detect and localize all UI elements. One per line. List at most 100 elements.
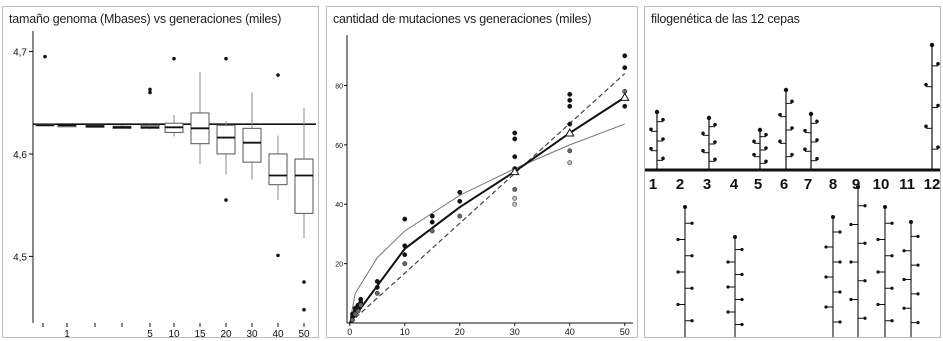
tree-node <box>863 279 867 283</box>
box-outlier <box>148 87 152 92</box>
strain-label: 11 <box>899 176 915 193</box>
x-tick-label: 15 <box>194 329 206 338</box>
data-point <box>358 296 364 302</box>
genome-size-panel: tamaño genoma (Mbases) vs generaciones (… <box>2 6 319 338</box>
tree-node <box>752 152 756 157</box>
tree-node <box>856 185 860 189</box>
tree-node <box>778 112 782 117</box>
data-point <box>457 189 463 195</box>
y-tick-label: 60 <box>335 143 343 150</box>
tree-node <box>902 277 906 282</box>
tree-node <box>849 260 853 264</box>
tree-node <box>726 310 730 314</box>
tree-node <box>883 205 887 209</box>
x-tick-label: 20 <box>455 327 465 337</box>
tree-node <box>713 157 717 162</box>
tree-node <box>690 254 694 258</box>
tree-node <box>824 305 828 309</box>
tree-node <box>690 286 694 290</box>
tree-node <box>838 260 842 264</box>
tree-node <box>733 235 737 239</box>
tree-node <box>849 297 853 302</box>
data-point <box>350 317 355 323</box>
tree-node <box>701 148 705 153</box>
fit-marker <box>619 92 630 101</box>
data-point <box>567 91 573 97</box>
data-point <box>567 160 573 166</box>
tree-node <box>916 263 920 267</box>
phylogeny-title: filogenética de las 12 cepas <box>651 12 800 26</box>
data-point <box>402 243 408 249</box>
tree-node <box>936 145 940 149</box>
mutations-title: cantidad de mutaciones vs generaciones (… <box>333 12 592 26</box>
fit-line-thick <box>348 96 626 324</box>
tree-node <box>701 131 705 136</box>
data-point <box>358 302 364 308</box>
tree-node <box>783 87 789 93</box>
tree-node <box>831 215 835 219</box>
tree-node <box>676 270 680 274</box>
phylogeny-trees: 1 2 3 4 5 6 7 8 9 10 11 12 <box>645 42 940 337</box>
tree-node <box>654 109 660 115</box>
x-tick-label: 40 <box>565 327 575 337</box>
tree-node <box>752 139 756 144</box>
mutations-panel: cantidad de mutaciones vs generaciones (… <box>326 6 638 338</box>
tree-node <box>876 302 880 307</box>
tree-node <box>824 245 828 249</box>
tree-node <box>740 322 744 327</box>
x-tick-label: 50 <box>298 329 310 338</box>
data-point <box>512 186 518 192</box>
tree-node <box>936 62 940 66</box>
tree-node <box>661 156 665 161</box>
data-point <box>622 103 628 109</box>
tree-node <box>713 140 717 144</box>
strain-label: 4 <box>730 176 739 193</box>
x-tick-label: 10 <box>168 329 180 338</box>
data-point <box>512 154 518 160</box>
tree-node <box>838 230 842 234</box>
strain-label: 2 <box>676 176 684 193</box>
x-tick-label: 30 <box>510 327 520 337</box>
box-outlier <box>224 56 228 61</box>
y-tick-label: 20 <box>335 262 343 269</box>
tree-node <box>890 319 894 323</box>
tree-node <box>890 286 894 290</box>
data-point <box>567 148 573 154</box>
tree-node <box>929 42 935 48</box>
y-tick-label: 4,6 <box>13 150 27 161</box>
tree-node <box>838 290 842 294</box>
tree-node <box>661 117 665 122</box>
data-point <box>567 97 573 103</box>
tree-node <box>876 270 880 274</box>
box-outlier <box>224 198 228 202</box>
tree-node <box>649 146 653 151</box>
tree-node <box>757 127 763 133</box>
tree-node <box>713 122 717 127</box>
tree-node <box>808 111 814 117</box>
x-tick-label: 40 <box>272 329 284 338</box>
fit-marker <box>564 127 575 137</box>
box-outlier <box>172 56 176 61</box>
tree-node <box>740 272 744 277</box>
tree-node <box>815 138 819 142</box>
tree-node <box>890 254 894 258</box>
tree-node <box>863 204 867 208</box>
tree-node <box>863 241 867 245</box>
data-point <box>457 213 463 219</box>
data-point <box>512 201 518 207</box>
tree-node <box>936 103 940 108</box>
tree-node <box>902 306 906 310</box>
data-point <box>352 311 358 317</box>
data-point <box>355 308 361 314</box>
tree-node <box>661 137 665 141</box>
box-outlier <box>148 90 152 95</box>
box-outlier <box>276 73 280 77</box>
tree-node <box>726 285 730 289</box>
tree-node <box>790 126 794 130</box>
strain-label: 8 <box>829 176 837 193</box>
tree-node <box>924 124 928 129</box>
tree-node <box>676 237 680 242</box>
x-tick-label: 20 <box>220 329 232 338</box>
x-tick-label: 10 <box>400 327 410 337</box>
y-tick-label: 4,5 <box>13 252 27 263</box>
